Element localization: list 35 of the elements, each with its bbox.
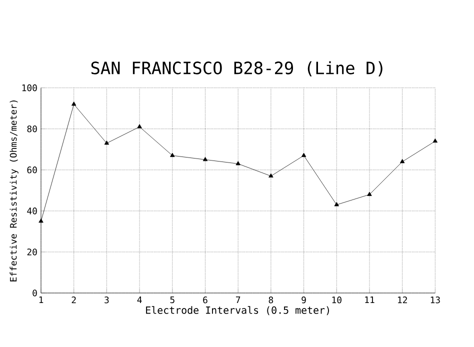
point bbox=[236, 161, 240, 166]
x-tick-label: 9 bbox=[302, 296, 306, 304]
point bbox=[104, 140, 110, 145]
y-tick-label: 100 bbox=[22, 84, 37, 92]
x-tick-label: 6 bbox=[203, 296, 208, 304]
x-tick-label: 2 bbox=[72, 296, 76, 304]
x-tick-label: 8 bbox=[268, 296, 274, 304]
point bbox=[334, 202, 339, 206]
point bbox=[432, 138, 438, 143]
chart-title: SAN FRANCISCO B28-29 (Line D) bbox=[91, 61, 382, 76]
x-tick-label: 10 bbox=[332, 296, 342, 304]
y-tick-label: 60 bbox=[27, 166, 37, 174]
point bbox=[137, 124, 142, 128]
point bbox=[71, 102, 76, 106]
x-tick-label: 11 bbox=[365, 296, 374, 304]
x-tick-label: 13 bbox=[430, 296, 440, 304]
point bbox=[301, 152, 306, 157]
x-tick-label: 3 bbox=[104, 296, 109, 304]
y-tick-label: 40 bbox=[27, 208, 37, 214]
point bbox=[38, 218, 44, 223]
point bbox=[400, 159, 405, 164]
y-axis-title: Effective Resistivity (Ohms/meter) bbox=[10, 100, 18, 282]
x-tick-label: 12 bbox=[398, 296, 407, 304]
y-tick-label: 80 bbox=[27, 125, 37, 132]
y-tick-label: 0 bbox=[32, 290, 37, 296]
x-tick-label: 4 bbox=[137, 296, 142, 304]
x-axis-title: Electrode Intervals (0.5 meter) bbox=[146, 306, 329, 316]
x-tick-label: 7 bbox=[236, 296, 240, 304]
point bbox=[367, 192, 372, 196]
point bbox=[202, 156, 208, 162]
x-tick-label: 1 bbox=[39, 296, 44, 304]
point bbox=[170, 152, 175, 157]
x-tick-label: 5 bbox=[170, 296, 174, 304]
point bbox=[268, 173, 274, 178]
y-tick-label: 20 bbox=[27, 248, 37, 256]
